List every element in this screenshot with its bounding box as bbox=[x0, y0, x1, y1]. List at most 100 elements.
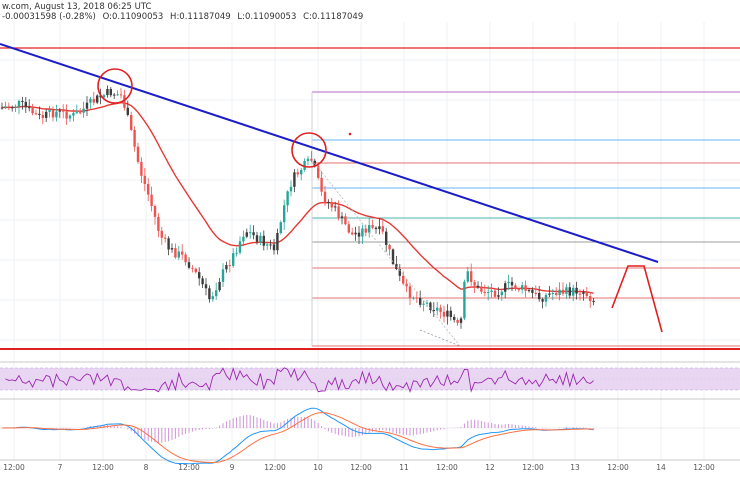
candle-body bbox=[364, 228, 367, 233]
header-low: L:0.11090053 bbox=[237, 12, 296, 22]
candle-body bbox=[147, 183, 150, 195]
candle-body bbox=[208, 288, 211, 300]
annotations bbox=[0, 43, 663, 347]
macd-panel bbox=[0, 407, 740, 465]
candle-body bbox=[510, 281, 514, 286]
candle-body bbox=[279, 222, 282, 234]
candle-body bbox=[521, 285, 524, 290]
x-tick-label: 12:00 bbox=[436, 463, 458, 472]
candle-body bbox=[184, 254, 187, 263]
annotation-dot bbox=[348, 132, 352, 136]
x-tick-label: 12:00 bbox=[350, 463, 372, 472]
candle-body bbox=[62, 110, 65, 112]
candle-body bbox=[21, 100, 24, 102]
candle-body bbox=[276, 233, 279, 251]
candle-body bbox=[136, 146, 140, 162]
candle-body bbox=[456, 319, 459, 323]
candle-body bbox=[38, 113, 41, 115]
candle-body bbox=[28, 107, 31, 109]
candle-body bbox=[194, 268, 197, 273]
header-open: O:0.11090053 bbox=[103, 12, 164, 22]
candle-body bbox=[167, 238, 170, 250]
candle-body bbox=[215, 290, 218, 297]
candle-body bbox=[538, 293, 541, 300]
candle-body bbox=[544, 294, 548, 302]
candle-body bbox=[133, 129, 136, 147]
x-tick-label: 8 bbox=[144, 463, 149, 472]
candle-body bbox=[371, 225, 374, 228]
candle-body bbox=[0, 107, 4, 109]
candle-body bbox=[235, 252, 238, 254]
candle-body bbox=[11, 107, 14, 109]
candle-body bbox=[164, 237, 167, 239]
x-tick-label: 12:00 bbox=[264, 463, 286, 472]
x-tick-label: 12:00 bbox=[693, 463, 715, 472]
candle-body bbox=[578, 293, 582, 295]
candle-body bbox=[422, 303, 425, 305]
candle-body bbox=[51, 109, 55, 118]
touch-circle-2 bbox=[291, 132, 327, 168]
candle-body bbox=[354, 232, 357, 235]
candle-body bbox=[31, 107, 34, 114]
descending-trendline bbox=[0, 43, 659, 263]
x-tick-label: 12:00 bbox=[3, 463, 25, 472]
candle-body bbox=[72, 112, 75, 116]
header-close: C:0.11187049 bbox=[303, 12, 363, 22]
candle-body bbox=[211, 296, 214, 300]
candle-body bbox=[337, 206, 340, 219]
candle-body bbox=[551, 292, 554, 294]
candle-body bbox=[187, 262, 191, 268]
time-axis: 12:00 7 12:00 8 12:00 9 12:00 10 12:00 11 12:00 12 1… bbox=[3, 463, 715, 472]
candle-body bbox=[153, 206, 157, 217]
candle-body bbox=[585, 291, 588, 297]
candle-body bbox=[558, 289, 561, 295]
candle-body bbox=[160, 230, 163, 238]
candle-body bbox=[269, 244, 272, 246]
candle-body bbox=[476, 285, 480, 288]
candle-body bbox=[480, 287, 483, 292]
x-tick-label: 13 bbox=[570, 463, 580, 472]
candle-body bbox=[531, 290, 534, 293]
candle-body bbox=[483, 291, 486, 293]
candle-body bbox=[527, 290, 531, 292]
candle-body bbox=[317, 165, 320, 178]
x-tick-label: 12:00 bbox=[178, 463, 200, 472]
candle-body bbox=[170, 248, 174, 250]
header-prefix: w.com, August 13, 2018 06:25 UTC bbox=[2, 2, 152, 12]
candle-body bbox=[119, 94, 123, 96]
candle-body bbox=[323, 191, 327, 203]
candle-body bbox=[272, 244, 276, 251]
candle-body bbox=[555, 292, 558, 295]
header-ohlc: -0.00031598 (-0.28%) O:0.11090053 H:0.11… bbox=[2, 12, 363, 22]
candle-body bbox=[89, 98, 92, 103]
candle-body bbox=[79, 112, 82, 114]
header-high: H:0.11187049 bbox=[170, 12, 231, 22]
candle-body bbox=[340, 216, 344, 219]
candle-body bbox=[174, 248, 177, 258]
candle-body bbox=[412, 297, 415, 299]
candle-body bbox=[296, 172, 299, 175]
candle-body bbox=[255, 235, 259, 242]
candle-body bbox=[565, 287, 568, 294]
candle-body bbox=[75, 112, 78, 114]
candle-body bbox=[283, 205, 286, 223]
header-line: w.com, August 13, 2018 06:25 UTC bbox=[2, 2, 152, 12]
candle-body bbox=[106, 89, 109, 96]
candle-body bbox=[177, 251, 180, 258]
candle-body bbox=[126, 107, 129, 115]
candle-body bbox=[357, 232, 361, 237]
candle-body bbox=[442, 311, 446, 317]
rsi-panel bbox=[0, 366, 740, 393]
candle-body bbox=[232, 253, 235, 266]
candle-body bbox=[109, 89, 112, 96]
candle-body bbox=[504, 283, 507, 292]
candle-body bbox=[391, 249, 395, 265]
candle-body bbox=[517, 289, 520, 291]
projection-arrows bbox=[611, 265, 663, 333]
candle-body bbox=[143, 175, 146, 184]
candle-body bbox=[58, 110, 61, 112]
candle-body bbox=[242, 236, 245, 242]
x-tick-label: 12:00 bbox=[92, 463, 114, 472]
candle-body bbox=[300, 169, 303, 175]
